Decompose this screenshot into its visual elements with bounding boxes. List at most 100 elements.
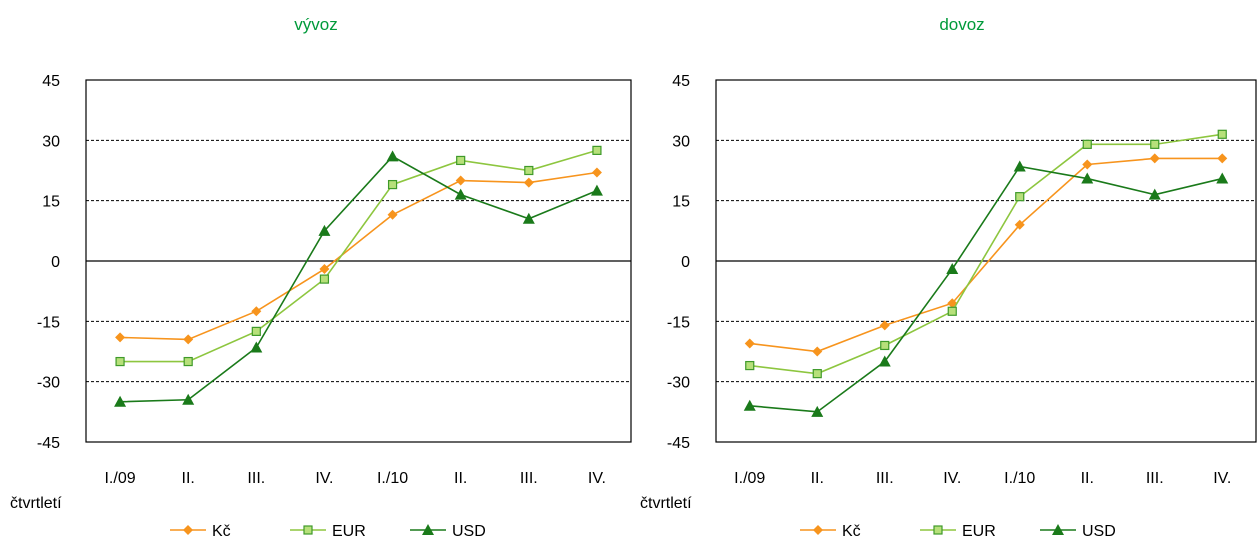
- data-point-Kč: [523, 177, 534, 188]
- data-point-USD: [1052, 524, 1064, 535]
- x-tick-label: IV.: [943, 470, 961, 487]
- data-point-Kč: [812, 346, 823, 357]
- x-tick-label: I./10: [1004, 470, 1035, 487]
- data-point-USD: [590, 184, 603, 196]
- data-point-Kč: [251, 306, 262, 317]
- data-point-Kč: [1014, 219, 1025, 230]
- data-point-EUR: [1150, 139, 1160, 149]
- x-tick-label: IV.: [315, 470, 333, 487]
- x-tick-label: IV.: [588, 470, 606, 487]
- x-tick-label: IV.: [1213, 470, 1231, 487]
- data-point-USD: [250, 341, 263, 353]
- data-point-EUR: [947, 306, 957, 316]
- data-point-USD: [946, 263, 959, 275]
- data-point-Kč: [591, 167, 602, 178]
- data-point-Kč: [319, 264, 330, 275]
- data-point-USD: [811, 405, 824, 417]
- series-line-USD: [120, 155, 598, 403]
- data-point-USD: [386, 150, 399, 162]
- data-point-Kč: [1149, 153, 1160, 164]
- y-tick-label: 30: [42, 133, 60, 150]
- data-point-EUR: [1015, 192, 1025, 202]
- data-point-Kč: [115, 332, 126, 343]
- y-tick-label: 15: [42, 194, 60, 211]
- series-line-Kč: [749, 157, 1223, 353]
- x-tick-label: II.: [182, 470, 195, 487]
- x-tick-label: II.: [454, 470, 467, 487]
- series-line-EUR: [120, 149, 598, 363]
- data-point-Kč: [387, 209, 398, 220]
- data-point-EUR: [303, 525, 313, 535]
- data-point-Kč: [813, 525, 823, 535]
- x-tick-label: II.: [1081, 470, 1094, 487]
- y-tick-label: 30: [672, 133, 690, 150]
- chart-title: dovoz: [939, 15, 984, 34]
- data-point-USD: [114, 395, 127, 407]
- x-axis-label: čtvrtletí: [640, 495, 692, 512]
- data-point-EUR: [592, 145, 602, 155]
- data-point-Kč: [744, 338, 755, 349]
- legend-label: EUR: [332, 523, 366, 538]
- y-tick-label: -30: [37, 375, 60, 392]
- data-point-EUR: [933, 525, 943, 535]
- y-tick-label: 45: [42, 73, 60, 90]
- data-point-USD: [454, 188, 467, 200]
- data-point-USD: [522, 212, 535, 224]
- data-point-EUR: [524, 165, 534, 176]
- legend-label: Kč: [842, 523, 861, 538]
- chart-title: vývoz: [294, 15, 337, 34]
- y-tick-label: -15: [667, 314, 690, 331]
- x-tick-label: I./09: [104, 470, 135, 487]
- data-point-USD: [422, 524, 434, 535]
- chart-panel-vývoz: vývoz 45 30 15 0 -15 -30 -45 I./09 II. III. IV. I./1…: [10, 15, 632, 538]
- x-tick-label: III.: [247, 470, 265, 487]
- legend-label: USD: [1082, 523, 1116, 538]
- y-tick-label: 0: [681, 254, 690, 271]
- data-point-USD: [878, 355, 891, 367]
- y-tick-label: -45: [37, 435, 60, 452]
- data-point-Kč: [183, 525, 193, 535]
- x-tick-label: III.: [520, 470, 538, 487]
- data-point-USD: [743, 399, 756, 411]
- legend-label: Kč: [212, 523, 231, 538]
- data-point-USD: [1081, 172, 1094, 184]
- data-point-USD: [318, 224, 331, 236]
- data-point-EUR: [1082, 139, 1092, 149]
- legend-label: EUR: [962, 523, 996, 538]
- data-point-EUR: [387, 179, 398, 190]
- y-tick-label: -45: [667, 435, 690, 452]
- y-tick-label: 0: [51, 254, 60, 271]
- legend-label: USD: [452, 523, 486, 538]
- data-point-EUR: [115, 356, 125, 367]
- y-tick-label: 15: [672, 194, 690, 211]
- y-tick-label: -30: [667, 375, 690, 392]
- y-tick-label: 45: [672, 73, 690, 90]
- x-tick-label: II.: [811, 470, 824, 487]
- data-point-USD: [1148, 188, 1161, 200]
- x-tick-label: I./09: [734, 470, 765, 487]
- data-point-Kč: [1082, 159, 1093, 170]
- plot-frame: [715, 79, 1257, 443]
- y-tick-label: -15: [37, 314, 60, 331]
- series-line-EUR: [749, 133, 1223, 375]
- data-point-EUR: [183, 356, 193, 367]
- data-point-Kč: [1217, 153, 1228, 164]
- plot-frame: [85, 79, 632, 443]
- data-point-Kč: [183, 334, 194, 345]
- x-tick-label: III.: [1146, 470, 1164, 487]
- data-point-EUR: [812, 369, 822, 379]
- data-point-EUR: [319, 274, 330, 284]
- x-axis-label: čtvrtletí: [10, 495, 62, 512]
- data-point-EUR: [456, 155, 466, 166]
- chart-panel-dovoz: dovoz 45 30 15 0 -15 -30 -45 I./09 II. III. IV. I./1…: [640, 15, 1257, 538]
- data-point-USD: [1013, 160, 1026, 172]
- x-tick-label: I./10: [377, 470, 408, 487]
- series-line-Kč: [120, 171, 598, 341]
- data-point-EUR: [251, 326, 261, 336]
- data-point-USD: [1216, 172, 1229, 184]
- x-tick-label: III.: [876, 470, 894, 487]
- data-point-USD: [182, 393, 195, 405]
- data-point-Kč: [455, 175, 466, 186]
- data-point-EUR: [880, 340, 890, 351]
